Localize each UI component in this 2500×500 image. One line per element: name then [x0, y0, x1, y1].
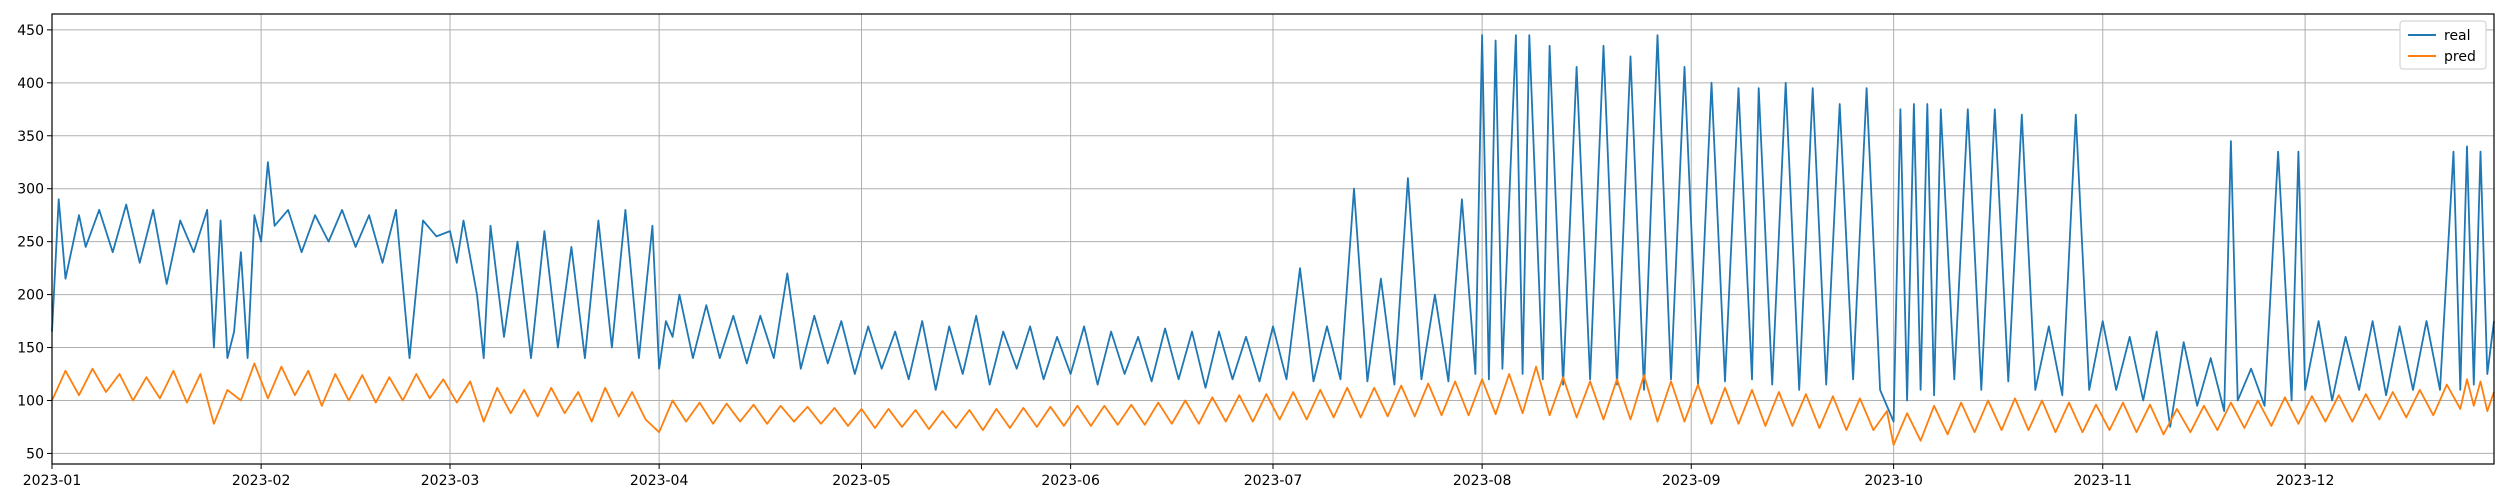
y-tick-label: 450	[17, 23, 44, 39]
series-line-real	[51, 34, 2495, 428]
series-layer	[51, 34, 2495, 446]
x-tick-label: 2023-03	[421, 473, 480, 489]
y-tick-label: 400	[17, 76, 44, 92]
grid-lines	[51, 14, 2494, 464]
legend-label-pred: pred	[2444, 49, 2476, 65]
x-axis: 2023-01 2023-02 2023-03 2023-04 2023-05 2023-…	[23, 464, 2335, 489]
x-tick-label: 2023-01	[23, 473, 82, 489]
x-tick-label: 2023-04	[630, 473, 689, 489]
y-tick-label: 300	[17, 182, 44, 198]
x-tick-label: 2023-02	[232, 473, 291, 489]
y-tick-label: 150	[17, 341, 44, 357]
y-axis: 50 100 150 200 250 300 350 400 450	[17, 23, 52, 462]
series-line-pred	[51, 362, 2495, 446]
x-tick-label: 2023-06	[1041, 473, 1100, 489]
x-tick-label: 2023-05	[832, 473, 891, 489]
x-tick-label: 2023-08	[1453, 473, 1512, 489]
x-tick-label: 2023-11	[2073, 473, 2132, 489]
y-tick-label: 250	[17, 235, 44, 251]
x-tick-label: 2023-09	[1662, 473, 1721, 489]
legend: real pred	[2399, 20, 2487, 70]
x-tick-label: 2023-12	[2276, 473, 2335, 489]
legend-label-real: real	[2444, 28, 2471, 44]
y-tick-label: 50	[26, 446, 44, 462]
y-tick-label: 100	[17, 393, 44, 409]
y-tick-label: 350	[17, 129, 44, 145]
x-tick-label: 2023-10	[1864, 473, 1923, 489]
x-tick-label: 2023-07	[1244, 473, 1303, 489]
y-tick-label: 200	[17, 288, 44, 304]
